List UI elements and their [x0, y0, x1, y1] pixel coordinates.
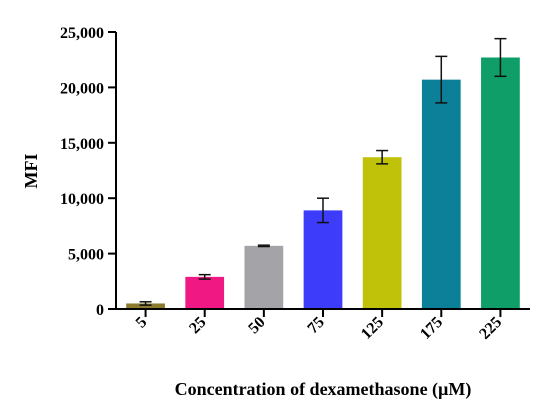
x-ticks-group: 5 25 50 75 125 175 225	[133, 309, 505, 343]
x-tick-label: 75	[304, 314, 327, 337]
bar	[244, 245, 284, 309]
bar	[303, 210, 343, 309]
y-tick-label: 15,000	[60, 136, 104, 153]
y-tick-label: 10,000	[60, 191, 104, 208]
x-tick-label: 175	[417, 314, 446, 343]
x-tick-label: 125	[358, 314, 387, 343]
y-axis-title: MFI	[21, 154, 41, 189]
y-tick-label: 25,000	[60, 25, 104, 42]
y-tick-label: 0	[96, 302, 104, 319]
y-tick-label: 20,000	[60, 80, 104, 97]
x-tick-label: 50	[245, 314, 268, 337]
x-tick-label: 25	[186, 314, 209, 337]
bar	[185, 276, 225, 309]
bar	[362, 157, 402, 309]
bars-group	[126, 57, 520, 309]
x-tick-label: 5	[133, 314, 151, 332]
x-tick-label: 225	[476, 314, 505, 343]
error-bars-group	[139, 37, 507, 306]
y-tick-label: 5,000	[68, 247, 104, 264]
bar	[481, 57, 520, 309]
y-ticks-group: 0 5,000 10,000 15,000 20,000 25,000	[60, 25, 116, 319]
x-axis-title: Concentration of dexamethasone (µM)	[175, 379, 472, 400]
bar	[421, 79, 461, 309]
bar	[126, 303, 165, 309]
